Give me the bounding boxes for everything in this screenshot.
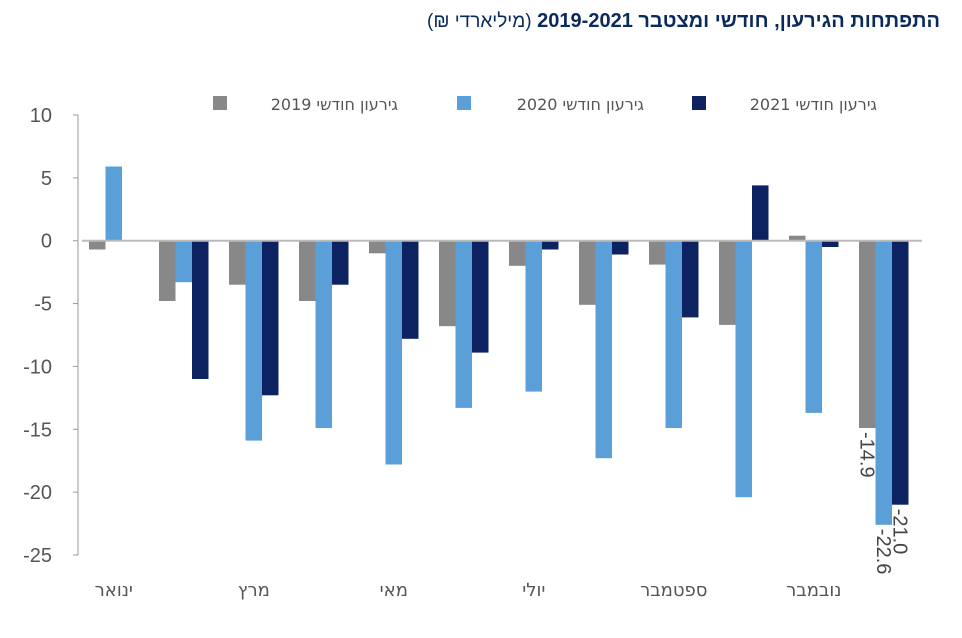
bar-s1-12 bbox=[859, 240, 876, 428]
bar-s1-7 bbox=[509, 240, 526, 266]
bar-s2-4 bbox=[315, 240, 332, 428]
bar-s3-7 bbox=[542, 240, 559, 250]
bar-s1-8 bbox=[579, 240, 596, 305]
bar-s3-8 bbox=[612, 240, 629, 255]
bar-s3-10 bbox=[752, 185, 769, 241]
legend-swatch-3 bbox=[692, 96, 706, 110]
y-tick-label: -20 bbox=[23, 482, 52, 504]
x-category-label: ינואר bbox=[95, 580, 133, 601]
y-tick-label: -25 bbox=[23, 545, 52, 567]
legend-label-3: גירעון חודשי 2021 bbox=[750, 95, 878, 114]
bar-s2-7 bbox=[525, 240, 542, 392]
bar-s1-4 bbox=[299, 240, 316, 301]
chart-title-unit: (מיליארדי ₪) bbox=[427, 11, 532, 32]
bar-s2-2 bbox=[175, 240, 192, 283]
bar-s3-5 bbox=[402, 240, 419, 339]
bar-s2-3 bbox=[245, 240, 262, 441]
bar-s1-2 bbox=[159, 240, 176, 301]
data-label: -22.6 bbox=[872, 529, 894, 575]
bar-s2-9 bbox=[665, 240, 682, 428]
bar-s3-12 bbox=[892, 240, 909, 505]
chart-title-main: התפתחות הגירעון, חודשי ומצטבר 2019-2021 bbox=[537, 10, 940, 32]
bar-s3-9 bbox=[682, 240, 699, 318]
bar-s2-8 bbox=[595, 240, 612, 459]
bar-s1-9 bbox=[649, 240, 666, 265]
bar-s1-10 bbox=[719, 240, 736, 325]
x-category-label: מאי bbox=[380, 580, 408, 601]
legend-swatch-1 bbox=[213, 96, 227, 110]
bar-s3-6 bbox=[472, 240, 489, 353]
data-label: -14.9 bbox=[855, 432, 877, 478]
y-tick-label: 0 bbox=[41, 231, 52, 253]
bar-s2-11 bbox=[805, 240, 822, 413]
legend-label-2: גירעון חודשי 2020 bbox=[517, 95, 645, 114]
bar-s3-2 bbox=[192, 240, 209, 379]
y-tick-label: 5 bbox=[41, 168, 52, 190]
legend-swatch-2 bbox=[457, 96, 471, 110]
bar-s2-12 bbox=[875, 240, 892, 525]
x-category-label: מרץ bbox=[238, 580, 270, 601]
bar-s2-6 bbox=[455, 240, 472, 408]
bar-s1-1 bbox=[89, 240, 106, 250]
bar-s2-1 bbox=[105, 166, 122, 241]
y-tick-label: -5 bbox=[34, 294, 52, 316]
chart-title: התפתחות הגירעון, חודשי ומצטבר 2019-2021 … bbox=[427, 10, 940, 33]
bar-s3-3 bbox=[262, 240, 279, 396]
data-label: -21.0 bbox=[888, 509, 910, 555]
bar-s1-3 bbox=[229, 240, 246, 285]
bar-s2-10 bbox=[735, 240, 752, 498]
y-tick-label: -10 bbox=[23, 356, 52, 378]
bar-s1-6 bbox=[439, 240, 456, 327]
legend-label-1: גירעון חודשי 2019 bbox=[271, 95, 399, 114]
bar-s3-4 bbox=[332, 240, 349, 285]
bar-s2-5 bbox=[385, 240, 402, 465]
x-category-label: יולי bbox=[522, 580, 545, 601]
bar-s1-11 bbox=[789, 235, 806, 241]
x-category-label: ספטמבר bbox=[640, 580, 707, 601]
y-tick-label: 10 bbox=[30, 105, 52, 127]
y-tick-label: -15 bbox=[23, 419, 52, 441]
x-category-label: נובמבר bbox=[786, 580, 841, 601]
bar-s1-5 bbox=[369, 240, 386, 254]
bar-s3-11 bbox=[822, 240, 839, 247]
